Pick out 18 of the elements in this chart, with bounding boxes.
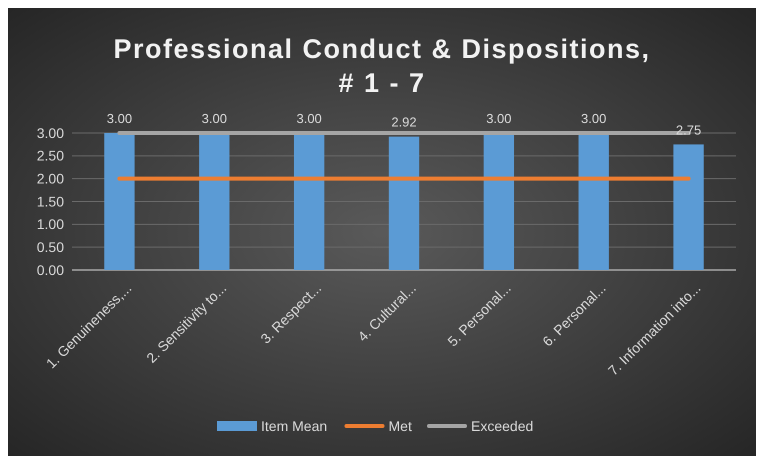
y-tick-label: 1.00 xyxy=(36,216,64,232)
data-label: 2.92 xyxy=(391,114,417,130)
data-label: 3.00 xyxy=(581,111,606,126)
chart-title: Professional Conduct & Dispositions, # 1 - 7 xyxy=(113,34,651,98)
y-tick-label: 1.50 xyxy=(36,193,64,210)
y-tick-label: 0.00 xyxy=(36,262,64,278)
data-label: 3.00 xyxy=(486,111,512,126)
legend-label: Exceeded xyxy=(471,418,534,434)
data-label: 3.00 xyxy=(106,111,132,126)
y-tick-label: 2.00 xyxy=(36,170,64,187)
data-label: 2.75 xyxy=(676,122,702,138)
y-tick-label: 2.50 xyxy=(36,148,64,164)
data-label: 3.00 xyxy=(296,111,322,126)
legend-label: Met xyxy=(388,418,412,434)
y-tick-label: 0.50 xyxy=(36,239,64,256)
legend-label: Item Mean xyxy=(261,418,328,434)
data-label: 3.00 xyxy=(202,111,227,126)
y-tick-label: 3.00 xyxy=(36,124,64,141)
